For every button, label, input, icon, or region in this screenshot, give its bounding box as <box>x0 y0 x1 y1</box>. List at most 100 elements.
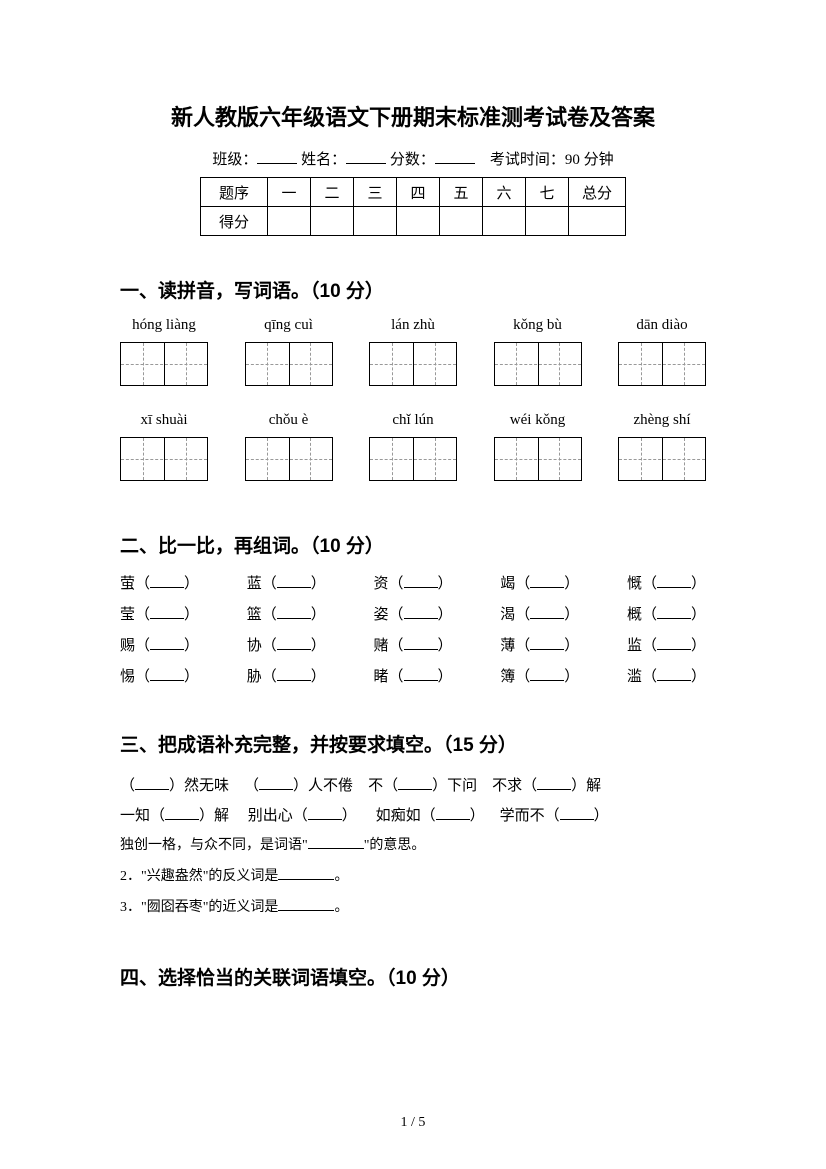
pinyin-item: wéi kǒng <box>494 412 582 481</box>
pinyin-item: zhèng shí <box>618 412 706 481</box>
blank[interactable] <box>537 776 571 790</box>
cell[interactable] <box>268 207 311 236</box>
pinyin-item: chǐ lún <box>369 412 457 481</box>
compare-row: 赐（） 协（） 赌（） 薄（） 监（） <box>120 634 706 655</box>
score-table: 题序 一 二 三 四 五 六 七 总分 得分 <box>200 177 626 236</box>
compare-row: 惕（） 胁（） 睹（） 簿（） 滥（） <box>120 665 706 686</box>
cell[interactable] <box>311 207 354 236</box>
blank[interactable] <box>150 636 184 650</box>
blank[interactable] <box>404 667 438 681</box>
blank[interactable] <box>657 605 691 619</box>
write-box[interactable] <box>120 342 208 386</box>
compare-item: 渴（） <box>500 603 579 624</box>
blank[interactable] <box>404 605 438 619</box>
blank[interactable] <box>165 806 199 820</box>
cell[interactable] <box>569 207 626 236</box>
idiom-line-2: 一知（）解 别出心（） 如痴如（） 学而不（） <box>120 801 706 831</box>
blank[interactable] <box>530 667 564 681</box>
blank[interactable] <box>308 835 364 849</box>
blank[interactable] <box>657 636 691 650</box>
pinyin-label: wéi kǒng <box>494 412 582 429</box>
compare-item: 蓝（） <box>247 572 326 593</box>
pinyin-label: qīng cuì <box>245 317 333 334</box>
idiom-line-1: （）然无味 （）人不倦 不（）下问 不求（）解 <box>120 771 706 801</box>
compare-item: 赐（） <box>120 634 199 655</box>
table-row: 得分 <box>201 207 626 236</box>
pinyin-label: chǐ lún <box>369 412 457 429</box>
pinyin-label: dān diào <box>618 317 706 334</box>
section-2-heading: 二、比一比，再组词。（10 分） <box>120 531 706 558</box>
pinyin-label: xī shuài <box>120 412 208 429</box>
pinyin-item: qīng cuì <box>245 317 333 386</box>
write-box[interactable] <box>120 437 208 481</box>
blank[interactable] <box>560 806 594 820</box>
compare-item: 概（） <box>627 603 706 624</box>
compare-item: 萤（） <box>120 572 199 593</box>
pinyin-item: xī shuài <box>120 412 208 481</box>
blank[interactable] <box>308 806 342 820</box>
page-footer: 1 / 5 <box>0 1115 826 1131</box>
blank[interactable] <box>150 605 184 619</box>
compare-item: 惕（） <box>120 665 199 686</box>
section-1-heading: 一、读拼音，写词语。（10 分） <box>120 276 706 303</box>
cell: 四 <box>397 178 440 207</box>
compare-item: 监（） <box>627 634 706 655</box>
compare-item: 薄（） <box>500 634 579 655</box>
name-label: 姓名： <box>301 152 346 168</box>
blank[interactable] <box>436 806 470 820</box>
pinyin-label: chǒu è <box>245 412 333 429</box>
blank[interactable] <box>530 636 564 650</box>
write-box[interactable] <box>369 437 457 481</box>
blank[interactable] <box>530 574 564 588</box>
pinyin-item: dān diào <box>618 317 706 386</box>
blank[interactable] <box>530 605 564 619</box>
pinyin-label: kǒng bù <box>494 317 582 334</box>
blank[interactable] <box>277 636 311 650</box>
pinyin-item: kǒng bù <box>494 317 582 386</box>
name-blank[interactable] <box>346 149 386 164</box>
blank[interactable] <box>404 574 438 588</box>
blank[interactable] <box>277 667 311 681</box>
blank[interactable] <box>150 574 184 588</box>
blank[interactable] <box>657 574 691 588</box>
compare-item: 胁（） <box>247 665 326 686</box>
write-box[interactable] <box>369 342 457 386</box>
cell[interactable] <box>483 207 526 236</box>
compare-item: 莹（） <box>120 603 199 624</box>
compare-row: 萤（） 蓝（） 资（） 竭（） 慨（） <box>120 572 706 593</box>
write-box[interactable] <box>245 342 333 386</box>
compare-item: 睹（） <box>373 665 452 686</box>
write-box[interactable] <box>618 342 706 386</box>
blank[interactable] <box>398 776 432 790</box>
cell: 总分 <box>569 178 626 207</box>
score-label: 分数： <box>390 152 435 168</box>
write-box[interactable] <box>494 437 582 481</box>
pinyin-item: chǒu è <box>245 412 333 481</box>
score-blank[interactable] <box>435 149 475 164</box>
cell[interactable] <box>397 207 440 236</box>
cell[interactable] <box>526 207 569 236</box>
compare-item: 慨（） <box>627 572 706 593</box>
idiom-note-2: 2．"兴趣盎然"的反义词是。 <box>120 862 706 893</box>
cell: 二 <box>311 178 354 207</box>
blank[interactable] <box>150 667 184 681</box>
blank[interactable] <box>278 897 334 911</box>
blank[interactable] <box>277 574 311 588</box>
write-box[interactable] <box>494 342 582 386</box>
cell[interactable] <box>440 207 483 236</box>
compare-item: 姿（） <box>373 603 452 624</box>
compare-item: 资（） <box>373 572 452 593</box>
blank[interactable] <box>277 605 311 619</box>
blank[interactable] <box>135 776 169 790</box>
blank[interactable] <box>657 667 691 681</box>
blank[interactable] <box>278 866 334 880</box>
compare-item: 赌（） <box>373 634 452 655</box>
class-blank[interactable] <box>257 149 297 164</box>
write-box[interactable] <box>245 437 333 481</box>
idiom-note-3: 3．"囫囵吞枣"的近义词是。 <box>120 893 706 924</box>
blank[interactable] <box>259 776 293 790</box>
blank[interactable] <box>404 636 438 650</box>
cell[interactable] <box>354 207 397 236</box>
write-box[interactable] <box>618 437 706 481</box>
cell: 七 <box>526 178 569 207</box>
